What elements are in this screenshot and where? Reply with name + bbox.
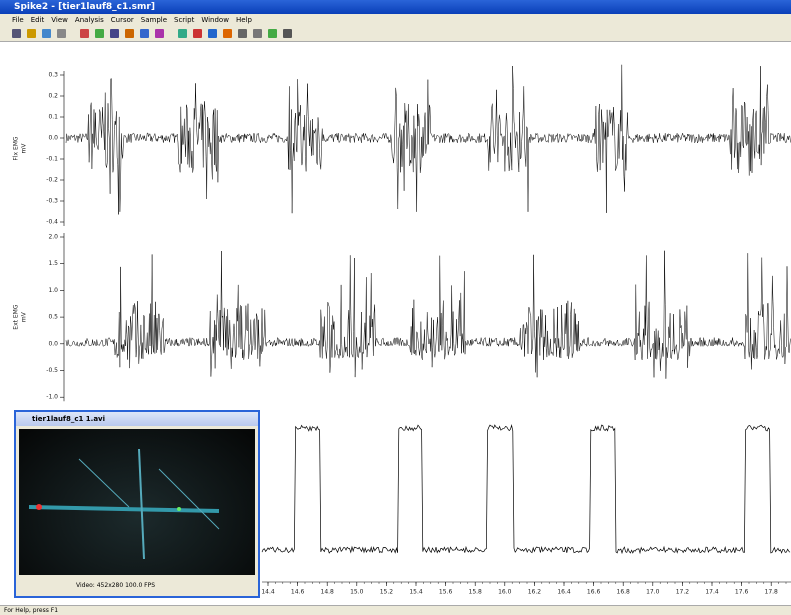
y-tick-label: 0.3	[48, 72, 58, 79]
channel-unit: mV	[21, 143, 28, 154]
channel-unit: mV	[21, 311, 28, 322]
x-tick-label: 14.4	[261, 589, 275, 596]
x-tick-label: 17.8	[765, 589, 779, 596]
scene-leg	[139, 449, 144, 559]
menu-item[interactable]: Sample	[141, 14, 167, 26]
x-tick-label: 15.6	[439, 589, 453, 596]
toolbar-button[interactable]	[57, 29, 66, 38]
x-tick-label: 16.8	[617, 589, 631, 596]
menu-item[interactable]: Help	[236, 14, 252, 26]
menu-item[interactable]: Cursor	[111, 14, 134, 26]
window-title: Spike2 - [tier1lauf8_c1.smr]	[14, 2, 155, 12]
y-tick-label: -0.1	[46, 156, 58, 163]
y-tick-label: 0.5	[48, 314, 58, 321]
y-tick-label: 0.0	[48, 135, 58, 142]
menu-item[interactable]: Analysis	[75, 14, 104, 26]
toolbar-button[interactable]	[80, 29, 89, 38]
y-tick-label: -0.5	[46, 367, 58, 374]
toolbar-button[interactable]	[268, 29, 277, 38]
y-tick-label: 2.0	[48, 234, 58, 241]
x-tick-label: 16.0	[498, 589, 512, 596]
y-tick-label: -1.0	[46, 394, 58, 401]
toolbar-button[interactable]	[95, 29, 104, 38]
toolbar-button[interactable]	[253, 29, 262, 38]
toolbar	[0, 26, 791, 42]
y-tick-label: -0.3	[46, 198, 58, 205]
title-bar: Spike2 - [tier1lauf8_c1.smr]	[0, 0, 791, 14]
toolbar-button[interactable]	[193, 29, 202, 38]
toolbar-button[interactable]	[42, 29, 51, 38]
app-window: Spike2 - [tier1lauf8_c1.smr] File Edit Vie…	[0, 0, 791, 615]
scene-body	[29, 507, 219, 511]
x-tick-label: 14.8	[321, 589, 335, 596]
menu-item[interactable]: File	[12, 14, 24, 26]
x-tick-label: 15.8	[469, 589, 483, 596]
menu-item[interactable]: Window	[201, 14, 229, 26]
y-tick-label: 0.2	[48, 93, 58, 100]
menu-item[interactable]: Script	[174, 14, 194, 26]
video-title: tier1lauf8_c1 1.avi	[32, 415, 105, 423]
y-tick-label: -0.4	[46, 219, 58, 226]
toolbar-button[interactable]	[140, 29, 149, 38]
video-frame	[19, 429, 255, 575]
toolbar-button[interactable]	[178, 29, 187, 38]
toolbar-button[interactable]	[238, 29, 247, 38]
y-tick-label: 1.0	[48, 287, 58, 294]
y-tick-label: 1.5	[48, 260, 58, 267]
video-scene	[19, 429, 255, 575]
menu-item[interactable]: Edit	[31, 14, 45, 26]
channel-label: Ext EMG	[13, 304, 20, 330]
scene-marker	[177, 507, 181, 511]
status-text: For Help, press F1	[4, 607, 58, 614]
x-tick-label: 17.0	[646, 589, 660, 596]
toolbar-button[interactable]	[223, 29, 232, 38]
x-tick-label: 15.0	[350, 589, 364, 596]
menu-bar: File Edit View Analysis Cursor Sample Script Wi…	[0, 14, 791, 26]
channel-label: Flx EMG	[13, 136, 20, 161]
toolbar-button[interactable]	[155, 29, 164, 38]
video-title-bar: tier1lauf8_c1 1.avi	[16, 412, 258, 426]
scene-leg	[79, 459, 129, 507]
x-tick-label: 14.6	[291, 589, 305, 596]
x-tick-label: 15.2	[380, 589, 394, 596]
video-window: tier1lauf8_c1 1.avi Video: 452x280 100.0…	[14, 410, 260, 598]
y-tick-label: 0.1	[48, 114, 58, 121]
video-status: Video: 452x280 100.0 FPS	[16, 578, 258, 594]
x-tick-label: 16.2	[528, 589, 542, 596]
toolbar-button[interactable]	[283, 29, 292, 38]
x-tick-label: 17.4	[705, 589, 719, 596]
menu-item[interactable]: View	[51, 14, 68, 26]
x-tick-label: 17.6	[735, 589, 749, 596]
toolbar-button[interactable]	[208, 29, 217, 38]
toolbar-button[interactable]	[27, 29, 36, 38]
scene-marker	[36, 504, 42, 510]
x-tick-label: 15.4	[409, 589, 423, 596]
y-tick-label: -0.2	[46, 177, 58, 184]
x-tick-label: 17.2	[676, 589, 690, 596]
y-tick-label: 0.0	[48, 340, 58, 347]
video-status-text: Video: 452x280 100.0 FPS	[76, 582, 155, 589]
x-tick-label: 16.4	[557, 589, 571, 596]
status-bar: For Help, press F1	[0, 605, 791, 615]
toolbar-button[interactable]	[125, 29, 134, 38]
x-tick-label: 16.6	[587, 589, 601, 596]
toolbar-button[interactable]	[12, 29, 21, 38]
toolbar-button[interactable]	[110, 29, 119, 38]
scene-leg	[159, 469, 219, 529]
